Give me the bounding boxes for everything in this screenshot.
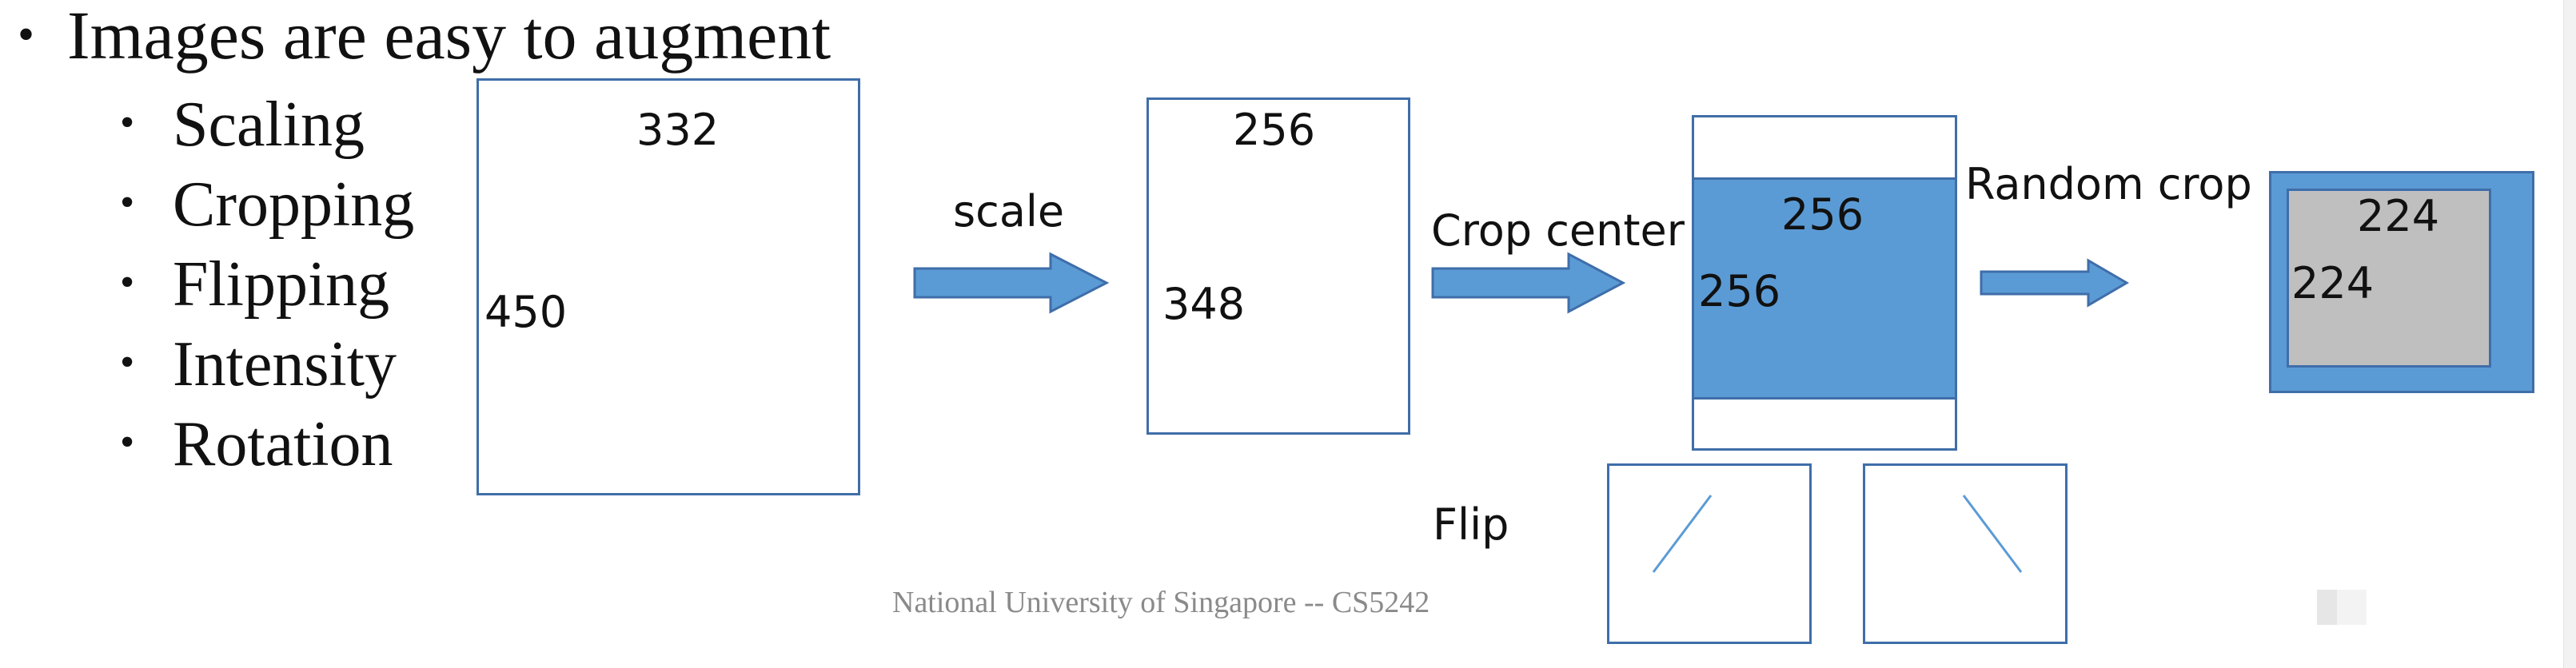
scale-arrow <box>913 252 1110 314</box>
flip-mirrored-stroke <box>1962 495 2023 573</box>
center-crop-region <box>1692 177 1957 400</box>
random-crop-inner-box <box>2287 189 2491 368</box>
slide-title: • Images are easy to augment <box>18 0 831 70</box>
list-item: • Cropping <box>120 163 414 243</box>
center-crop-height-label: 256 <box>1698 266 1781 316</box>
list-item: • Intensity <box>120 323 414 403</box>
random-crop-height-label: 224 <box>2291 258 2375 308</box>
list-item: • Flipping <box>120 243 414 323</box>
crop-center-label: Crop center <box>1431 205 1685 256</box>
bullet-dot: • <box>120 340 135 385</box>
bullet-dot: • <box>120 419 135 465</box>
scaled-height-label: 348 <box>1162 279 1246 329</box>
center-crop-width-label: 256 <box>1781 189 1864 240</box>
bullet-cropping: Cropping <box>173 169 415 240</box>
scaled-image-box <box>1146 97 1410 435</box>
bullet-scaling: Scaling <box>173 89 365 160</box>
flip-original-stroke <box>1652 495 1713 573</box>
original-height-label: 450 <box>484 287 568 337</box>
vertical-scrollbar[interactable] <box>2563 0 2576 668</box>
augmentation-list: • Scaling • Cropping • Flipping • Intensity … <box>120 83 414 483</box>
random-crop-label: Random crop <box>1965 159 2252 209</box>
scale-label: scale <box>953 186 1065 237</box>
bullet-rotation: Rotation <box>173 409 393 479</box>
bullet-dot: • <box>120 100 135 145</box>
slide-footer: National University of Singapore -- CS52… <box>892 586 1430 619</box>
original-width-label: 332 <box>636 105 720 155</box>
slide-title-text: Images are easy to augment <box>67 0 831 74</box>
scaled-width-label: 256 <box>1233 105 1316 155</box>
crop-center-arrow <box>1431 252 1626 314</box>
random-crop-arrow <box>1980 258 2129 308</box>
slide-number-placeholder <box>2317 590 2367 625</box>
bullet-intensity: Intensity <box>173 329 397 400</box>
flip-original-box <box>1607 463 1812 644</box>
list-item: • Rotation <box>120 403 414 483</box>
flip-label: Flip <box>1433 499 1509 550</box>
list-item: • Scaling <box>120 83 414 163</box>
random-crop-width-label: 224 <box>2357 191 2440 241</box>
bullet-flipping: Flipping <box>173 249 390 320</box>
bullet-dot: • <box>120 180 135 225</box>
flip-mirrored-box <box>1863 463 2068 644</box>
original-image-box <box>477 78 860 495</box>
title-bullet: • <box>18 8 35 61</box>
bullet-dot: • <box>120 260 135 305</box>
